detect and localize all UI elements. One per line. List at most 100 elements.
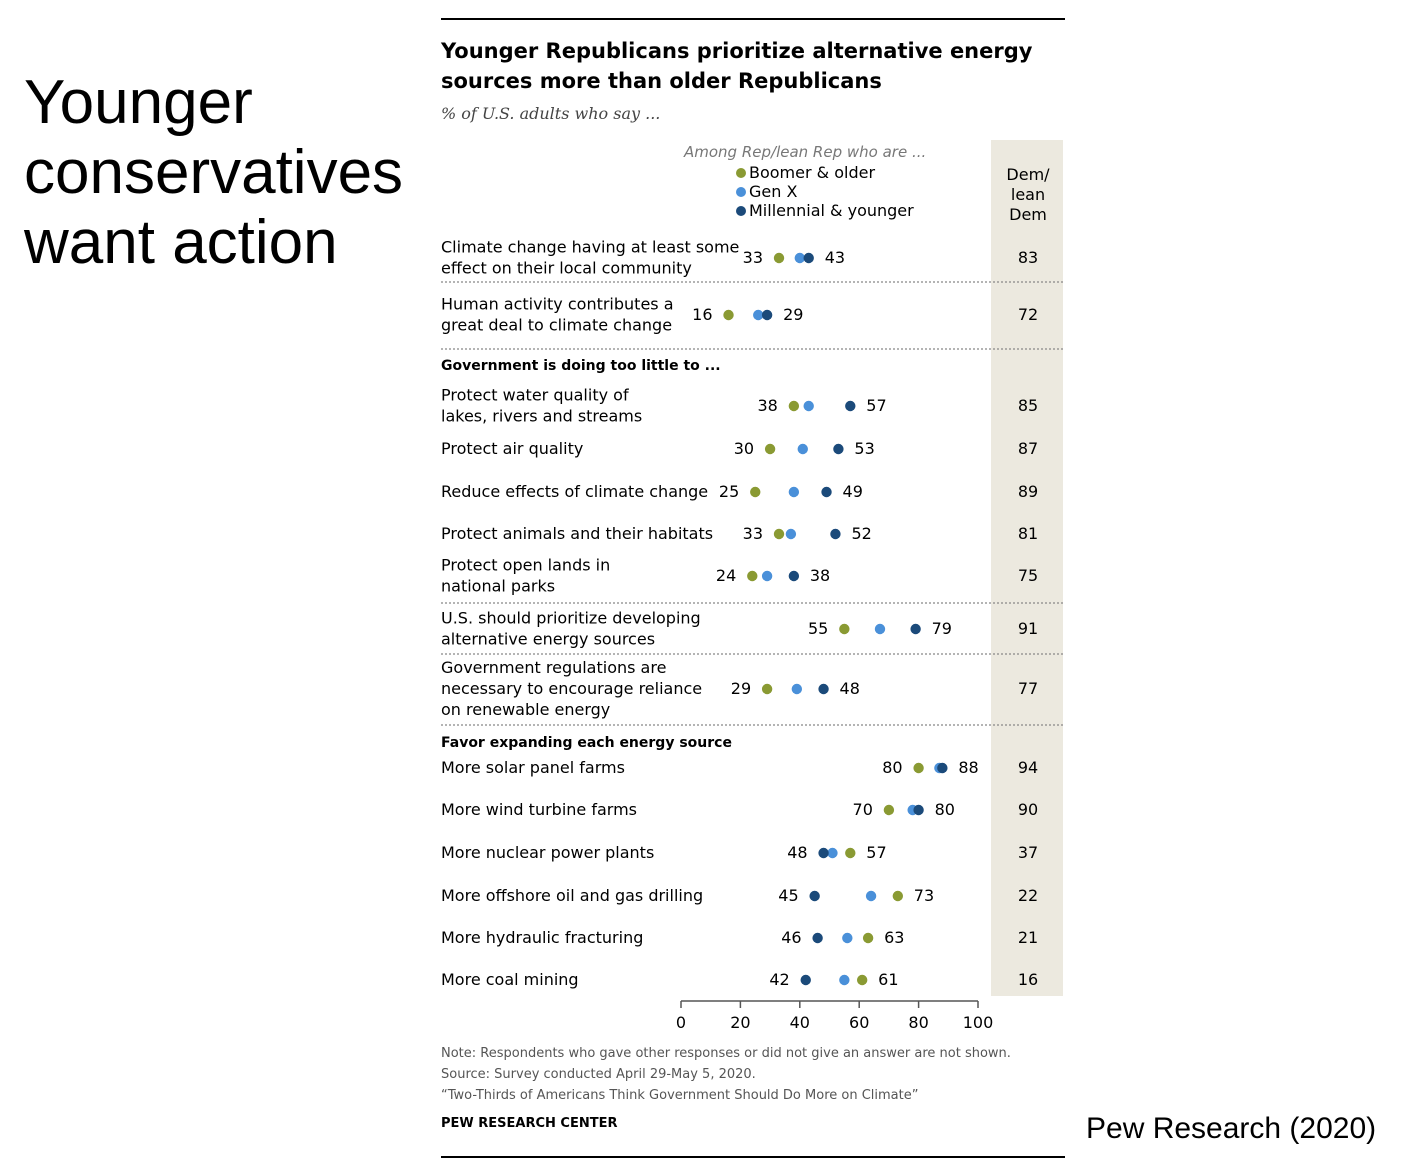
dot-millennial [913,804,924,816]
value-label-boomer: 57 [866,843,886,862]
value-label-millennial: 53 [854,439,874,458]
dem-value: 83 [1018,248,1038,267]
row-label: More solar panel farms [441,758,625,777]
dem-column-header: Dem/ [1006,165,1050,184]
slide-title-line: want action [24,208,338,277]
chart-subtitle: % of U.S. adults who say ... [441,104,661,123]
dot-boomer [839,623,850,635]
dem-column-header: lean [1011,185,1045,204]
value-label-millennial: 57 [866,396,886,415]
dem-value: 77 [1018,679,1038,698]
dot-millennial [812,932,823,944]
row-label: Climate change having at least some [441,238,739,257]
value-label-millennial: 80 [935,800,955,819]
dot-boomer [856,974,868,986]
dot-boomer [788,400,800,412]
dot-genx [785,528,797,540]
dot-genx [753,309,764,321]
value-label-boomer: 70 [853,800,873,819]
x-tick-label: 100 [963,1013,994,1032]
x-tick-label: 60 [849,1013,869,1032]
dot-boomer [761,683,773,695]
value-label-millennial: 48 [787,843,807,862]
value-label-boomer: 16 [692,305,712,324]
value-label-boomer: 30 [734,439,754,458]
dot-boomer [845,847,856,859]
slide-title-line: Younger [24,68,253,137]
top-rule [441,18,1065,20]
dot-millennial [803,252,814,264]
value-label-boomer: 63 [884,928,904,947]
value-label-boomer: 80 [882,758,902,777]
legend-marker-genx [736,187,746,197]
legend-marker-boomer [736,168,746,178]
value-label-boomer: 61 [878,970,898,989]
section-header: Favor expanding each energy source [441,735,732,751]
row-label: More hydraulic fracturing [441,928,643,947]
value-label-millennial: 29 [783,305,803,324]
dem-value: 37 [1018,843,1038,862]
dot-millennial [800,974,811,986]
dot-millennial [761,309,773,321]
row-label: Protect air quality [441,439,583,458]
row-label: Protect water quality of [441,386,629,405]
value-label-boomer: 25 [719,482,739,501]
dem-value: 22 [1018,886,1038,905]
legend-heading: Among Rep/lean Rep who are ... [683,143,926,161]
value-label-boomer: 33 [743,524,763,543]
row-label: effect on their local community [441,259,692,278]
source-text: Source: Survey conducted April 29-May 5,… [441,1067,756,1082]
row-label: necessary to encourage reliance [441,679,702,698]
row-label: Government regulations are [441,658,666,677]
value-label-millennial: 88 [958,758,978,777]
dot-genx [842,932,853,944]
legend-label-millennial: Millennial & younger [749,201,914,220]
dot-millennial [910,623,921,635]
legend-label-genx: Gen X [749,182,797,201]
dot-boomer [750,486,761,498]
section-header: Government is doing too little to ... [441,358,721,374]
dot-boomer [723,309,734,321]
value-label-millennial: 52 [851,524,871,543]
x-tick-label: 40 [790,1013,810,1032]
value-label-boomer: 73 [914,886,934,905]
row-label: Protect animals and their habitats [441,524,713,543]
dot-boomer [747,570,758,582]
value-label-boomer: 38 [758,396,778,415]
value-label-millennial: 38 [810,566,830,585]
dem-value: 89 [1018,482,1038,501]
dot-genx [797,443,808,455]
value-label-boomer: 24 [716,566,736,585]
dem-value: 87 [1018,439,1038,458]
dot-boomer [913,762,924,774]
value-label-millennial: 43 [825,248,845,267]
dem-value: 75 [1018,566,1038,585]
value-label-boomer: 33 [743,248,763,267]
row-label: U.S. should prioritize developing [441,609,701,628]
x-tick-label: 0 [676,1013,686,1032]
row-label: More offshore oil and gas drilling [441,886,703,905]
dem-value: 81 [1018,524,1038,543]
dot-millennial [830,528,841,540]
dot-millennial [818,847,829,859]
dot-boomer [773,252,785,264]
row-label: national parks [441,577,555,596]
dot-boomer [764,443,776,455]
row-label: alternative energy sources [441,630,655,649]
dem-value: 90 [1018,800,1038,819]
value-label-millennial: 42 [769,970,789,989]
dot-boomer [883,804,895,816]
dot-millennial [809,890,820,902]
dot-genx [827,847,838,859]
chart-title-line: sources more than older Republicans [441,69,882,93]
dot-genx [865,890,877,902]
bottom-rule [441,1156,1065,1158]
dem-value: 94 [1018,758,1038,777]
slide-title: Younger conservatives want action [24,68,444,278]
dot-millennial [788,570,800,582]
row-label: on renewable energy [441,700,610,719]
value-label-millennial: 49 [843,482,863,501]
dot-genx [839,974,850,986]
dot-genx [803,400,814,412]
row-label: Reduce effects of climate change [441,482,708,501]
